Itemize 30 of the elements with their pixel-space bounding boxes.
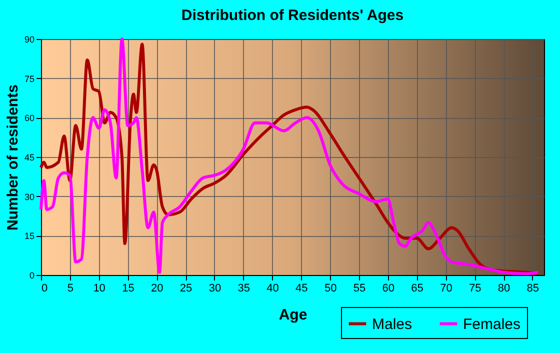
x-tick-label: 50 [324, 282, 337, 294]
x-tick-label: 0 [42, 282, 48, 294]
y-tick-label: 15 [24, 231, 34, 242]
x-tick-label: 15 [122, 282, 134, 294]
x-tick-label: 75 [468, 282, 482, 294]
x-tick-label: 35 [238, 282, 250, 294]
x-tick-label: 80 [498, 282, 510, 294]
x-tick-label: 40 [266, 282, 279, 294]
chart-title: Distribution of Residents' Ages [181, 7, 404, 24]
legend-label: Males [372, 316, 412, 333]
y-tick-label: 30 [24, 192, 34, 202]
x-tick-label: 85 [526, 282, 540, 294]
x-tick-label: 20 [151, 282, 164, 294]
x-axis-title: Age [278, 306, 308, 324]
y-axis-title: Number of residents [4, 84, 22, 230]
legend-label: Females [463, 316, 521, 333]
y-tick-label: 60 [24, 113, 34, 124]
y-tick-label: 0 [29, 270, 34, 280]
x-tick-label: 55 [353, 282, 366, 294]
x-tick-label: 10 [93, 282, 106, 294]
y-tick-label: 75 [24, 74, 34, 84]
y-tick-label: 90 [24, 34, 34, 44]
y-tick-label: 45 [24, 152, 34, 162]
x-tick-label: 60 [382, 282, 395, 294]
x-tick-label: 5 [67, 282, 74, 294]
x-tick-label: 45 [296, 282, 308, 294]
x-tick-label: 70 [440, 282, 452, 294]
x-tick-label: 65 [411, 282, 424, 294]
x-tick-label: 30 [208, 282, 222, 294]
x-tick-label: 25 [180, 282, 192, 294]
